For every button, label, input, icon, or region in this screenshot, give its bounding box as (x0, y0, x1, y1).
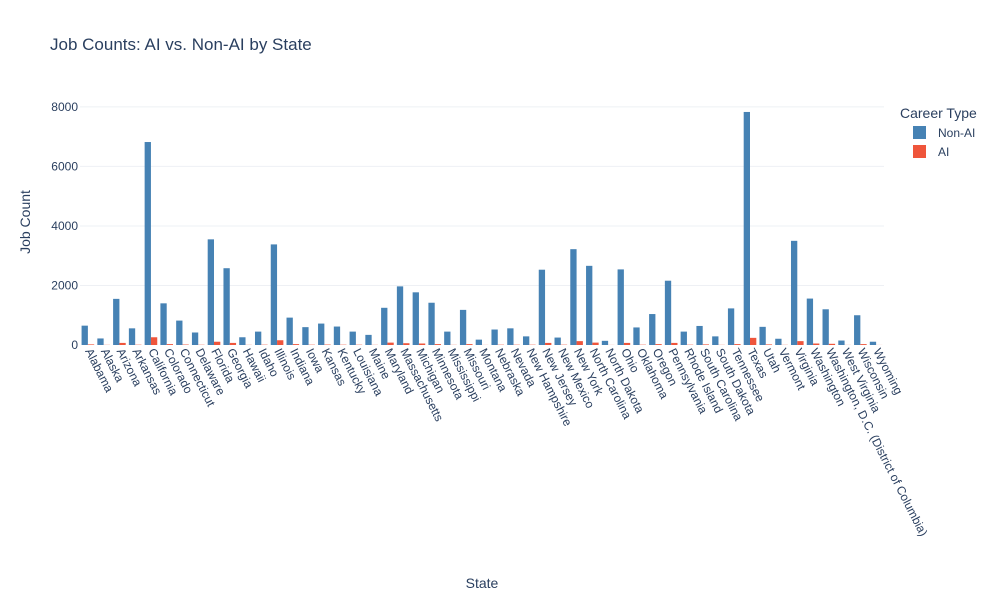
bar-non-ai (791, 241, 797, 345)
bar-non-ai (239, 337, 245, 345)
gridlines (80, 107, 884, 286)
y-tick-label: 2000 (51, 278, 78, 292)
bar-ai (766, 344, 772, 345)
bars (82, 112, 883, 345)
bar-ai (829, 344, 835, 345)
bar-non-ai (649, 314, 655, 345)
legend-swatch-non-ai (913, 126, 926, 139)
bar-non-ai (838, 341, 844, 345)
bar-non-ai (759, 327, 765, 345)
bar-non-ai (696, 326, 702, 345)
bar-non-ai (302, 327, 308, 345)
bar-ai (703, 344, 709, 345)
bar-non-ai (82, 326, 88, 345)
bar-ai (671, 343, 677, 345)
y-tick-label: 4000 (51, 219, 78, 233)
bar-non-ai (97, 338, 103, 345)
chart-title: Job Counts: AI vs. Non-AI by State (50, 35, 312, 54)
bar-ai (813, 344, 819, 345)
x-axis-ticks: AlabamaAlaskaArizonaArkansasCaliforniaCo… (82, 346, 930, 539)
bar-non-ai (334, 327, 340, 345)
y-tick-label: 8000 (51, 100, 78, 114)
bar-ai (860, 344, 866, 345)
bar-ai (624, 343, 630, 345)
bar-non-ai (744, 112, 750, 345)
bar-ai (734, 344, 740, 345)
y-tick-label: 6000 (51, 159, 78, 173)
bar-non-ai (460, 310, 466, 345)
bar-ai (592, 343, 598, 345)
bar-ai (403, 343, 409, 345)
bar-non-ai (428, 303, 434, 345)
bar-ai (435, 344, 441, 345)
bar-non-ai (113, 299, 119, 345)
bar-non-ai (870, 342, 876, 345)
bar-non-ai (365, 335, 371, 345)
bar-non-ai (728, 308, 734, 345)
bar-non-ai (507, 328, 513, 345)
bar-non-ai (145, 142, 151, 345)
bar-non-ai (775, 339, 781, 345)
bar-ai (167, 344, 173, 345)
bar-non-ai (712, 336, 718, 345)
bar-non-ai (539, 270, 545, 345)
bar-non-ai (350, 332, 356, 345)
bar-non-ai (381, 308, 387, 345)
bar-ai (230, 343, 236, 345)
legend-swatch-ai (913, 145, 926, 158)
bar-non-ai (476, 340, 482, 345)
bar-non-ai (208, 239, 214, 345)
bar-non-ai (129, 328, 135, 345)
bar-non-ai (586, 266, 592, 345)
bar-ai (88, 344, 94, 345)
bar-non-ai (823, 309, 829, 345)
bar-non-ai (665, 281, 671, 345)
bar-non-ai (444, 332, 450, 345)
bar-ai (293, 344, 299, 345)
bar-non-ai (271, 244, 277, 345)
y-axis-ticks: 0 2000 4000 6000 8000 (51, 100, 78, 352)
bar-non-ai (555, 338, 561, 345)
bar-ai (577, 341, 583, 345)
bar-non-ai (318, 324, 324, 345)
y-tick-label: 0 (71, 338, 78, 352)
y-axis-title: Job Count (17, 190, 33, 254)
bar-non-ai (570, 249, 576, 345)
bar-non-ai (192, 333, 198, 346)
bar-ai (419, 344, 425, 345)
bar-ai (797, 341, 803, 345)
bar-ai (750, 338, 756, 345)
bar-ai (119, 343, 125, 345)
bar-ai (151, 337, 157, 345)
bar-ai (466, 344, 472, 345)
bar-ai (214, 342, 220, 345)
bar-non-ai (287, 318, 293, 345)
bar-non-ai (618, 269, 624, 345)
bar-ai (387, 343, 393, 345)
bar-non-ai (255, 332, 261, 345)
bar-non-ai (413, 292, 419, 345)
bar-non-ai (176, 321, 182, 345)
legend-title: Career Type (900, 105, 977, 121)
bar-non-ai (397, 286, 403, 345)
bar-non-ai (491, 330, 497, 345)
bar-non-ai (633, 327, 639, 345)
bar-non-ai (223, 268, 229, 345)
bar-non-ai (160, 303, 166, 345)
bar-non-ai (807, 299, 813, 345)
legend-label-non-ai: Non-AI (938, 126, 975, 140)
bar-non-ai (602, 341, 608, 345)
bar-non-ai (681, 332, 687, 345)
bar-non-ai (523, 336, 529, 345)
legend-label-ai: AI (938, 145, 949, 159)
bar-ai (545, 343, 551, 345)
bar-ai (277, 340, 283, 345)
legend: Career Type Non-AI AI (900, 105, 977, 159)
bar-non-ai (854, 315, 860, 345)
x-axis-title: State (466, 575, 499, 591)
bar-ai (655, 344, 661, 345)
